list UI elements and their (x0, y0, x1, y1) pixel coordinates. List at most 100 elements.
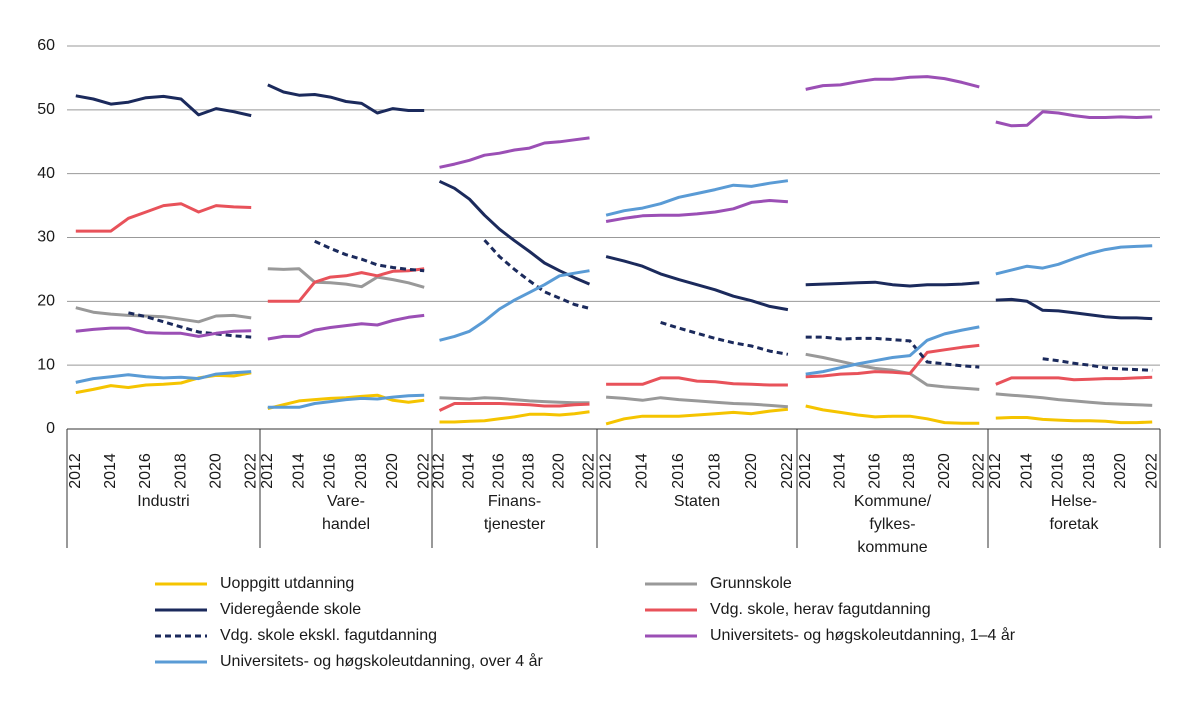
x-tick-label: 2018 (172, 453, 189, 489)
y-tick-label: 40 (37, 165, 55, 182)
x-tick-label: 2018 (521, 453, 538, 489)
legend-label: Vdg. skole, herav fagutdanning (710, 601, 931, 618)
series-line (267, 313, 425, 341)
x-tick-label: 2014 (461, 453, 478, 489)
x-tick-label: 2012 (431, 453, 448, 489)
series-line (605, 199, 789, 223)
series-line (605, 179, 789, 217)
x-tick-label: 2016 (1050, 453, 1067, 489)
series-line (805, 335, 980, 369)
series-line (439, 269, 590, 342)
x-tick-label: 2018 (353, 453, 370, 489)
x-tick-label: 2020 (207, 453, 224, 489)
x-tick-label: 2012 (797, 453, 814, 489)
x-tick-label: 2022 (415, 453, 432, 489)
x-tick-label: 2016 (137, 453, 154, 489)
x-tick-label: 2018 (901, 453, 918, 489)
legend-label: Grunnskole (710, 575, 792, 592)
series-line (483, 239, 590, 310)
panel-label: tjenester (484, 516, 546, 533)
panel-label: Industri (137, 493, 189, 510)
series-line (995, 244, 1153, 276)
series-line (267, 83, 425, 115)
series-line (995, 297, 1153, 321)
series-line (805, 404, 980, 425)
panel-label: handel (322, 516, 370, 533)
x-tick-label: 2022 (581, 453, 598, 489)
panel-label: Helse- (1051, 493, 1097, 510)
series-line (439, 136, 590, 169)
y-tick-label: 60 (37, 37, 55, 54)
series-line (267, 393, 425, 411)
x-tick-label: 2020 (936, 453, 953, 489)
series-line (995, 110, 1153, 128)
x-tick-label: 2022 (1143, 453, 1160, 489)
series-line (439, 396, 590, 405)
series-line (75, 202, 252, 233)
x-tick-label: 2014 (634, 453, 651, 489)
x-tick-label: 2012 (597, 453, 614, 489)
series-line (128, 311, 252, 339)
y-tick-label: 0 (46, 420, 55, 437)
series-line (75, 370, 252, 384)
series-line (605, 255, 789, 312)
x-tick-label: 2016 (491, 453, 508, 489)
y-tick-label: 10 (37, 356, 55, 373)
series-line (605, 395, 789, 409)
x-tick-label: 2014 (1018, 453, 1035, 489)
series-line (805, 75, 980, 91)
x-tick-label: 2022 (242, 453, 259, 489)
panel-label: fylkes- (869, 516, 915, 533)
x-tick-label: 2014 (102, 453, 119, 489)
series-line (805, 343, 980, 379)
y-tick-label: 50 (37, 101, 55, 118)
x-tick-label: 2016 (866, 453, 883, 489)
panel-label: foretak (1050, 516, 1100, 533)
series-line (660, 320, 789, 356)
series-line (995, 375, 1153, 386)
series-line (267, 267, 425, 289)
x-tick-label: 2020 (551, 453, 568, 489)
x-tick-label: 2020 (1112, 453, 1129, 489)
x-tick-label: 2012 (259, 453, 276, 489)
series-line (75, 306, 252, 324)
x-tick-label: 2014 (832, 453, 849, 489)
series-line (805, 280, 980, 288)
series-line (438, 402, 590, 412)
legend-label: Universitets- og høgskoleutdanning, 1–4 … (710, 626, 1016, 644)
y-tick-label: 20 (37, 293, 55, 310)
panel-label: Kommune/ (854, 493, 932, 510)
series-line (314, 239, 425, 273)
x-tick-label: 2022 (971, 453, 988, 489)
legend-label: Vdg. skole ekskl. fagutdanning (220, 627, 437, 644)
series-line (995, 392, 1153, 407)
x-tick-label: 2018 (706, 453, 723, 489)
x-tick-label: 2016 (670, 453, 687, 489)
panel-label: kommune (857, 539, 927, 556)
series-line (805, 325, 980, 376)
x-tick-label: 2014 (290, 453, 307, 489)
legend-label: Uoppgitt utdanning (220, 575, 354, 592)
series-line (605, 407, 789, 426)
series-line (606, 376, 788, 387)
legend-label: Videregående skole (220, 600, 361, 618)
legend-label: Universitets- og høgskoleutdanning, over… (220, 652, 544, 670)
series-line (995, 416, 1153, 425)
x-tick-label: 2020 (743, 453, 760, 489)
series-line (1042, 357, 1153, 372)
series-line (75, 371, 252, 395)
series-line (267, 393, 425, 409)
series-line (75, 94, 252, 118)
y-tick-label: 30 (37, 229, 55, 246)
series-line (267, 267, 425, 303)
panel-label: Staten (674, 493, 720, 510)
x-tick-label: 2016 (322, 453, 339, 489)
x-tick-label: 2022 (779, 453, 796, 489)
panel-label: Finans- (488, 493, 541, 510)
x-tick-label: 2018 (1081, 453, 1098, 489)
series-line (805, 352, 980, 391)
series-line (439, 410, 590, 424)
panel-label: Vare- (327, 493, 365, 510)
x-tick-label: 2012 (67, 453, 84, 489)
